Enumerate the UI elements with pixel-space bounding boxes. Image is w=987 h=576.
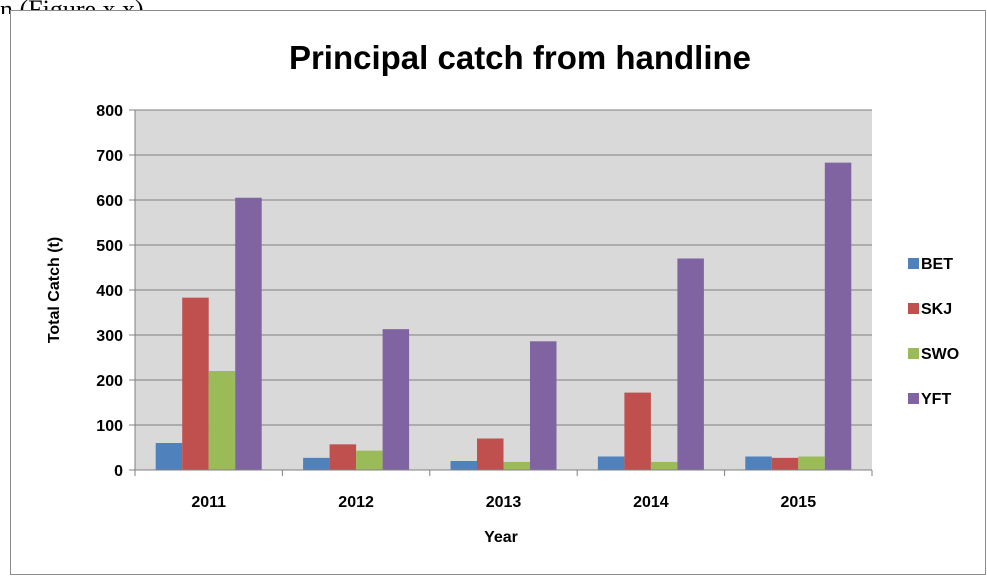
bar-skj-2013 — [477, 438, 504, 470]
x-tick-label: 2012 — [338, 494, 374, 511]
bar-swo-2011 — [208, 371, 236, 470]
x-tick-label: 2013 — [486, 494, 522, 511]
x-tick-label: 2014 — [633, 494, 669, 511]
legend-swatch-yft — [908, 393, 919, 404]
bar-bet-2013 — [450, 461, 477, 470]
y-tick-label: 800 — [96, 103, 123, 120]
y-tick-label: 200 — [96, 373, 123, 390]
bar-skj-2014 — [624, 392, 651, 470]
legend-label-yft: YFT — [921, 391, 951, 408]
bar-swo-2015 — [798, 456, 825, 470]
bar-swo-2012 — [356, 450, 383, 470]
y-tick-label: 300 — [96, 328, 123, 345]
axes — [129, 109, 873, 476]
bar-skj-2011 — [182, 297, 209, 470]
legend-label-swo: SWO — [921, 346, 959, 363]
x-axis-label: Year — [484, 529, 518, 546]
y-tick-label: 0 — [114, 463, 123, 480]
bar-yft-2015 — [824, 162, 852, 470]
legend-swatch-skj — [908, 303, 919, 314]
bars — [155, 162, 852, 470]
bar-bet-2011 — [155, 443, 183, 470]
bar-swo-2013 — [503, 461, 530, 470]
bar-swo-2014 — [650, 461, 678, 470]
legend-label-bet: BET — [921, 256, 953, 273]
y-tick-label: 400 — [96, 283, 123, 300]
legend: BET SKJ SWO YFT — [908, 256, 959, 408]
bar-skj-2012 — [329, 444, 357, 470]
bar-yft-2012 — [382, 329, 410, 470]
legend-swatch-bet — [908, 258, 919, 269]
x-tick-labels: 2011 2012 2013 2014 2015 — [191, 494, 816, 511]
x-tick-label: 2015 — [781, 494, 817, 511]
y-tick-label: 700 — [96, 148, 123, 165]
x-tick-label: 2011 — [191, 494, 226, 511]
bar-bet-2012 — [303, 457, 330, 470]
y-tick-labels: 0 100 200 300 400 500 600 700 800 — [96, 103, 123, 480]
bar-skj-2015 — [771, 457, 799, 470]
y-tick-label: 100 — [96, 418, 123, 435]
bar-bet-2014 — [597, 456, 625, 470]
bar-yft-2011 — [235, 197, 262, 470]
chart-title: Principal catch from handline — [289, 39, 751, 76]
bar-bet-2015 — [745, 456, 772, 470]
y-tick-label: 600 — [96, 193, 123, 210]
legend-label-skj: SKJ — [921, 301, 952, 318]
y-tick-label: 500 — [96, 238, 123, 255]
bar-yft-2014 — [677, 258, 704, 470]
legend-swatch-swo — [908, 348, 919, 359]
y-axis-label: Total Catch (t) — [46, 237, 63, 343]
bar-yft-2013 — [530, 341, 557, 470]
